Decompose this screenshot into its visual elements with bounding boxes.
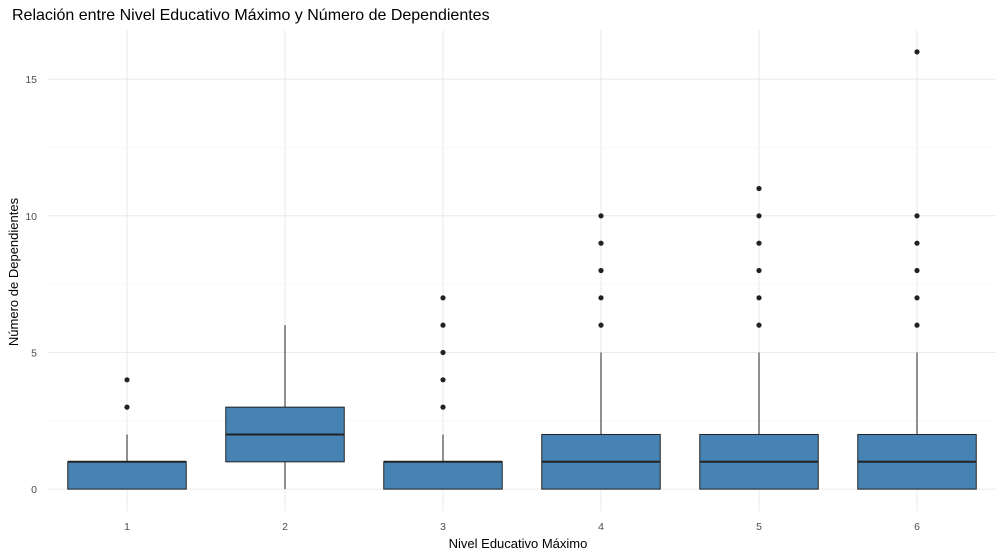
outlier-point [440,377,446,383]
outlier-point [598,295,604,301]
x-tick-label: 4 [598,521,604,533]
outlier-point [598,213,604,219]
x-tick-label: 5 [756,521,762,533]
outlier-point [124,377,130,383]
x-tick-label: 3 [440,521,446,533]
boxes [67,49,977,490]
y-axis-title: Número de Dependientes [6,197,21,346]
outlier-point [440,322,446,328]
outlier-point [756,213,762,219]
outlier-point [756,322,762,328]
outlier-point [598,240,604,246]
iqr-box [67,461,187,490]
x-axis-ticks: 1 2 3 4 5 6 [124,521,920,533]
y-tick-label: 0 [31,484,37,496]
box-group-1 [67,377,187,490]
x-tick-label: 6 [914,521,920,533]
outlier-point [756,185,762,192]
y-tick-label: 10 [25,211,37,223]
outlier-point [914,295,920,301]
box-group-5 [699,185,819,490]
outlier-point [914,49,920,55]
x-axis-title: Nivel Educativo Máximo [449,536,588,551]
outlier-point [440,404,446,410]
chart-title: Relación entre Nivel Educativo Máximo y … [12,7,490,24]
x-tick-label: 1 [124,521,130,533]
box-group-4 [541,213,661,490]
outlier-point [756,295,762,301]
outlier-point [598,322,604,328]
outlier-point [914,267,920,274]
outlier-point [124,404,130,410]
y-tick-label: 5 [31,347,37,359]
outlier-point [440,349,446,356]
outlier-point [914,322,920,328]
grid [48,30,996,511]
box-group-3 [383,295,503,490]
iqr-box [383,461,503,490]
outlier-point [598,267,604,274]
y-tick-label: 15 [25,74,37,86]
outlier-point [756,240,762,246]
x-tick-label: 2 [282,521,288,533]
outlier-point [440,295,446,301]
box-group-2 [225,325,345,490]
outlier-point [914,240,920,246]
outlier-point [914,213,920,219]
box-group-6 [857,49,977,490]
y-axis-ticks: 0 5 10 15 [25,74,37,496]
outlier-point [756,267,762,274]
